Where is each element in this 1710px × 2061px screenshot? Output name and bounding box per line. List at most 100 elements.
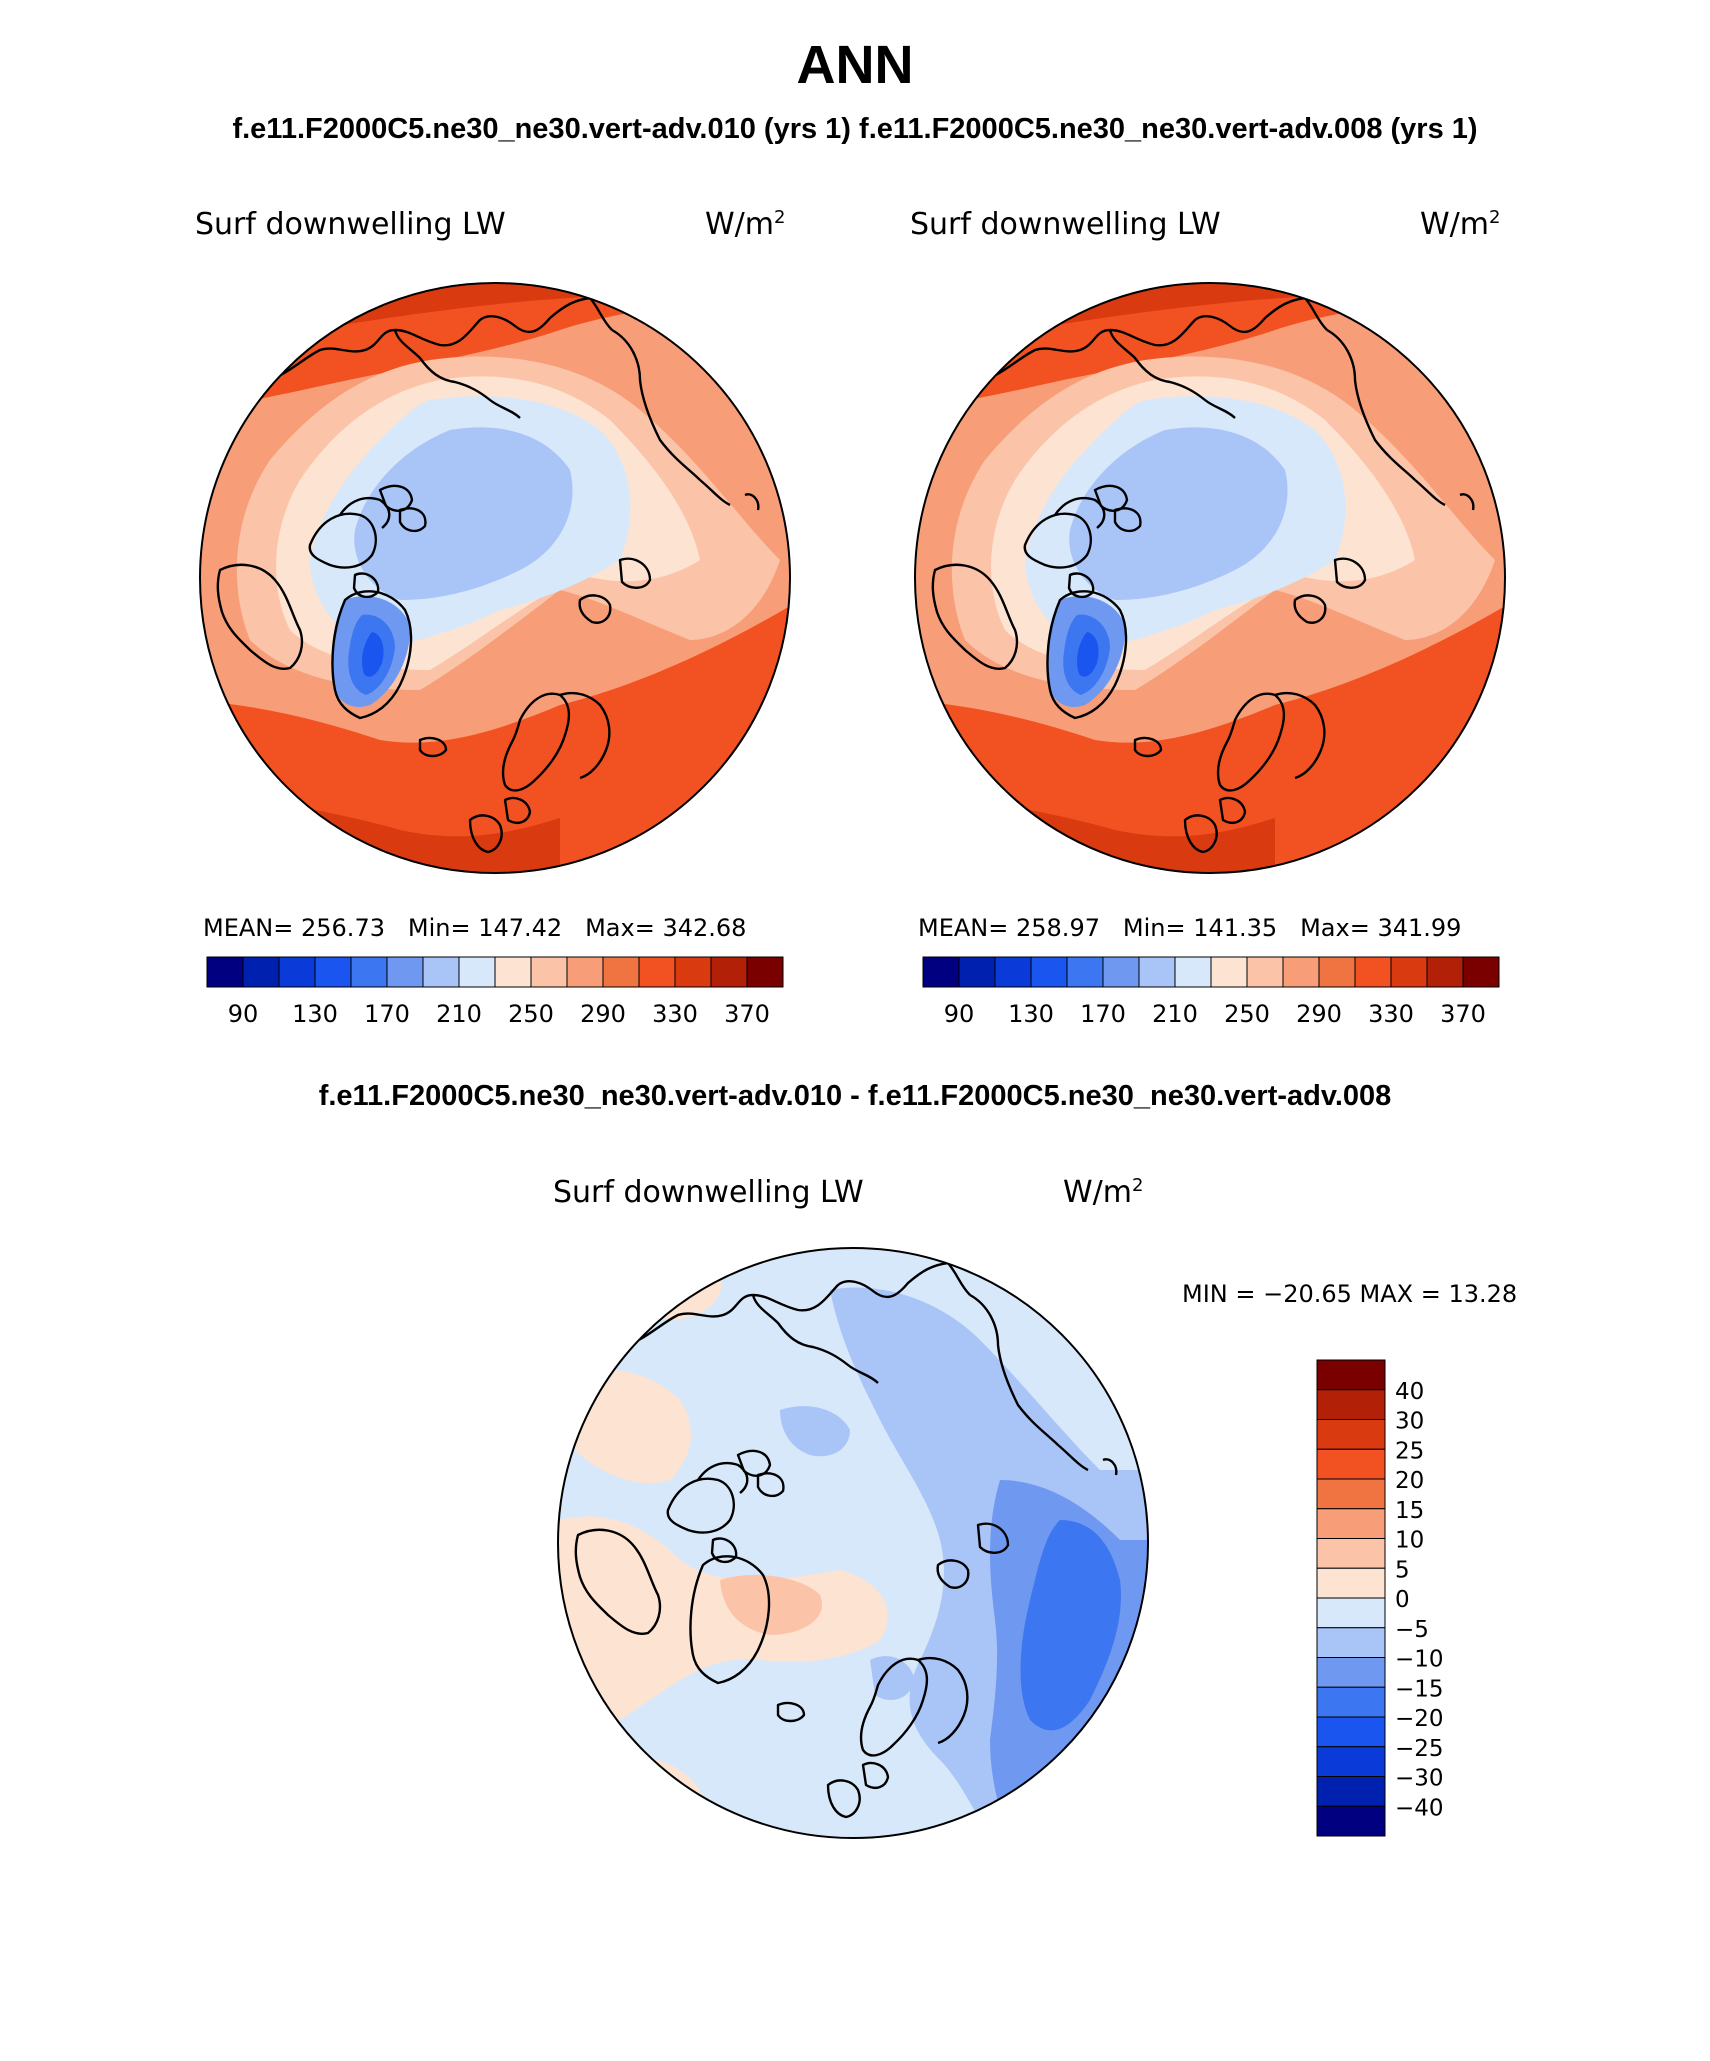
colorbar-swatch bbox=[1316, 1627, 1386, 1658]
colorbar-tick-label: −25 bbox=[1395, 1736, 1444, 1762]
colorbar-tick-label: −30 bbox=[1395, 1766, 1444, 1792]
colorbar-tick-label: 25 bbox=[1395, 1438, 1424, 1464]
diff-units-label: W/m2 bbox=[1063, 1175, 1144, 1210]
diff-variable-label: Surf downwelling LW bbox=[553, 1175, 864, 1210]
colorbar-tick-label: 90 bbox=[944, 1000, 975, 1028]
colorbar-tick-label: −10 bbox=[1395, 1647, 1444, 1673]
colorbar-tick-label: 10 bbox=[1395, 1528, 1424, 1554]
colorbar-tick-label: 330 bbox=[652, 1000, 698, 1028]
colorbar-swatch bbox=[1316, 1567, 1386, 1599]
colorbar-swatch bbox=[1316, 1389, 1386, 1420]
colorbar-tick-label: 30 bbox=[1395, 1409, 1424, 1435]
colorbar-swatch bbox=[1318, 956, 1356, 988]
colorbar-tick-label: 250 bbox=[1224, 1000, 1270, 1028]
colorbar-swatch bbox=[314, 956, 352, 988]
colorbar-swatch bbox=[746, 956, 784, 988]
colorbar-swatch bbox=[958, 956, 996, 988]
colorbar-tick-label: 210 bbox=[436, 1000, 482, 1028]
panel1-units-label: W/m2 bbox=[705, 207, 786, 242]
colorbar-tick-label: 370 bbox=[1440, 1000, 1486, 1028]
colorbar-swatch bbox=[1316, 1419, 1386, 1450]
colorbar-swatch bbox=[1316, 1746, 1386, 1777]
colorbar-tick-label: 20 bbox=[1395, 1468, 1424, 1494]
colorbar-swatch bbox=[422, 956, 460, 988]
colorbar-swatch bbox=[1354, 956, 1392, 988]
colorbar-swatch bbox=[710, 956, 748, 988]
colorbar-swatch bbox=[1316, 1597, 1386, 1629]
colorbar-swatch bbox=[1316, 1478, 1386, 1510]
colorbar-swatch bbox=[1426, 956, 1464, 988]
colorbar-swatch bbox=[1316, 1508, 1386, 1539]
colorbar-tick-label: 370 bbox=[724, 1000, 770, 1028]
colorbar-swatch bbox=[1462, 956, 1500, 988]
colorbar-swatch bbox=[206, 956, 244, 988]
colorbar-tick-label: 130 bbox=[1008, 1000, 1054, 1028]
colorbar-tick-label: −5 bbox=[1395, 1617, 1429, 1643]
colorbar-tick-label: 330 bbox=[1368, 1000, 1414, 1028]
diff-subtitle: f.e11.F2000C5.ne30_ne30.vert-adv.010 - f… bbox=[318, 1080, 1392, 1112]
colorbar-swatch bbox=[530, 956, 568, 988]
colorbar-tick-label: 5 bbox=[1395, 1557, 1410, 1583]
colorbar-swatch bbox=[350, 956, 388, 988]
colorbar-swatch bbox=[602, 956, 640, 988]
colorbar-swatch bbox=[1030, 956, 1068, 988]
colorbar-swatch bbox=[1316, 1805, 1386, 1837]
colorbar-swatch bbox=[638, 956, 676, 988]
panel2-variable-label: Surf downwelling LW bbox=[910, 207, 1221, 242]
colorbar-swatch bbox=[494, 956, 532, 988]
panel2-map-border bbox=[914, 282, 1506, 874]
colorbar-swatch bbox=[994, 956, 1032, 988]
panel1-variable-label: Surf downwelling LW bbox=[195, 207, 506, 242]
colorbar-swatch bbox=[1390, 956, 1428, 988]
figure-title: ANN bbox=[796, 35, 914, 95]
colorbar-tick-label: −15 bbox=[1395, 1676, 1444, 1702]
colorbar-swatch bbox=[1210, 956, 1248, 988]
colorbar-swatch bbox=[1316, 1776, 1386, 1807]
panel2-map bbox=[914, 282, 1506, 874]
colorbar-swatch bbox=[1282, 956, 1320, 988]
diff-minmax: MIN = −20.65 MAX = 13.28 bbox=[1182, 1280, 1518, 1308]
colorbar-tick-label: 90 bbox=[228, 1000, 259, 1028]
panel1-map-border bbox=[199, 282, 791, 874]
colorbar-tick-label: 290 bbox=[1296, 1000, 1342, 1028]
colorbar-swatch bbox=[1316, 1359, 1386, 1391]
colorbar-tick-label: −40 bbox=[1395, 1795, 1444, 1821]
subtitle-case-a: f.e11.F2000C5.ne30_ne30.vert-adv.010 (yr… bbox=[232, 113, 851, 145]
colorbar-tick-label: 170 bbox=[1080, 1000, 1126, 1028]
colorbar-swatch bbox=[278, 956, 316, 988]
diff-map bbox=[557, 1247, 1149, 1839]
panel2-stats: MEAN= 258.97 Min= 141.35 Max= 341.99 bbox=[918, 914, 1462, 942]
colorbar-swatch bbox=[1066, 956, 1104, 988]
colorbar-tick-label: 290 bbox=[580, 1000, 626, 1028]
colorbar-swatch bbox=[1316, 1657, 1386, 1688]
colorbar-tick-label: 210 bbox=[1152, 1000, 1198, 1028]
colorbar-swatch bbox=[1316, 1716, 1386, 1748]
colorbar-swatch bbox=[458, 956, 496, 988]
panel1-stats: MEAN= 256.73 Min= 147.42 Max= 342.68 bbox=[203, 914, 747, 942]
subtitle-case-b: f.e11.F2000C5.ne30_ne30.vert-adv.008 (yr… bbox=[859, 113, 1478, 145]
panel2-colorbar: 90 130 170 210 250 290 330 370 bbox=[922, 956, 1500, 1028]
colorbar-swatch bbox=[242, 956, 280, 988]
colorbar-swatch bbox=[1246, 956, 1284, 988]
colorbar-swatch bbox=[1138, 956, 1176, 988]
colorbar-swatch bbox=[1316, 1448, 1386, 1480]
panel1-colorbar: 90 130 170 210 250 290 330 370 bbox=[206, 956, 784, 1028]
colorbar-swatch bbox=[1174, 956, 1212, 988]
colorbar-swatch bbox=[674, 956, 712, 988]
colorbar-swatch bbox=[922, 956, 960, 988]
colorbar-swatch bbox=[1316, 1538, 1386, 1569]
top-subtitle: f.e11.F2000C5.ne30_ne30.vert-adv.010 (yr… bbox=[0, 113, 1710, 146]
panel1-map bbox=[199, 282, 791, 874]
colorbar-swatch bbox=[1102, 956, 1140, 988]
diff-colorbar: 40 30 25 20 15 10 5 0 −5 −10 −15 −20 −25 −30 −40 bbox=[1316, 1359, 1444, 1837]
colorbar-tick-label: −20 bbox=[1395, 1706, 1444, 1732]
colorbar-tick-label: 170 bbox=[364, 1000, 410, 1028]
colorbar-tick-label: 130 bbox=[292, 1000, 338, 1028]
colorbar-tick-label: 40 bbox=[1395, 1379, 1424, 1405]
colorbar-tick-label: 250 bbox=[508, 1000, 554, 1028]
diff-map-border bbox=[557, 1247, 1149, 1839]
colorbar-swatch bbox=[1316, 1686, 1386, 1718]
panel2-units-label: W/m2 bbox=[1420, 207, 1501, 242]
colorbar-swatch bbox=[386, 956, 424, 988]
